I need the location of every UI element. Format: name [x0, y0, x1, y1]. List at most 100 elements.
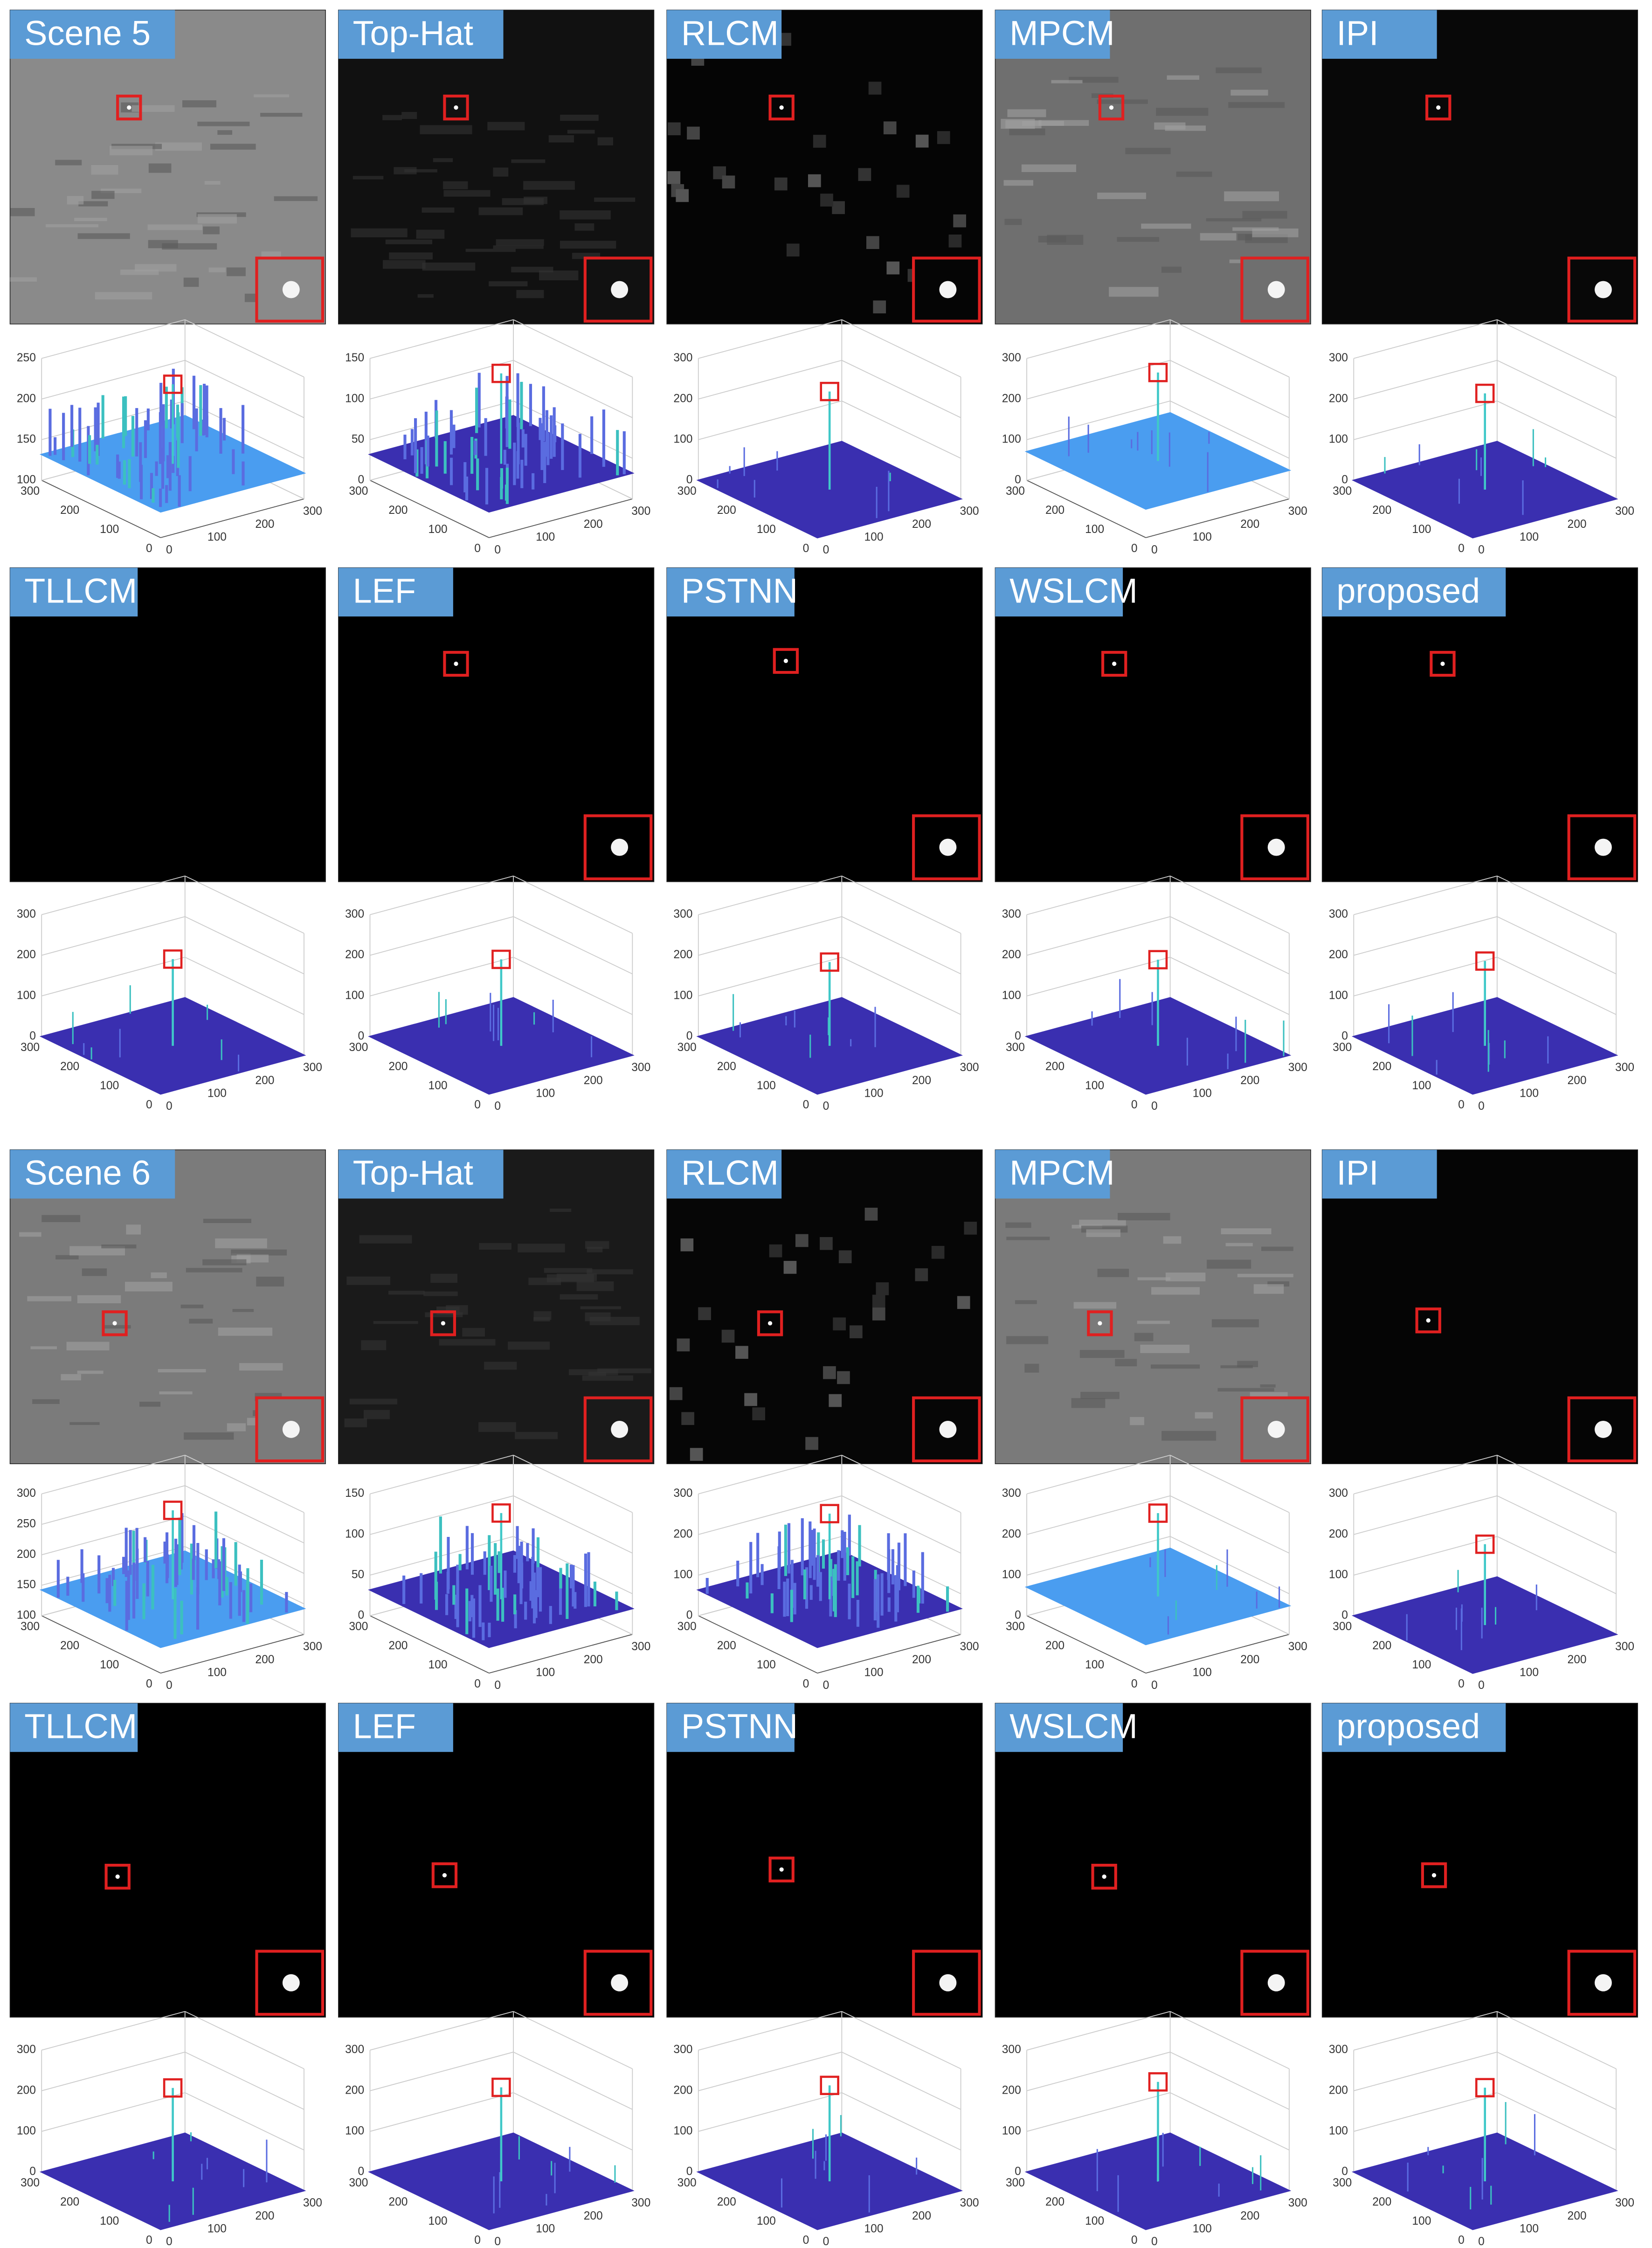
- texture: [511, 159, 546, 163]
- x-tick-label: 200: [1568, 2210, 1587, 2222]
- texture: [274, 196, 318, 201]
- texture: [124, 1281, 173, 1292]
- target-box: [757, 1310, 783, 1336]
- grid-line: [370, 400, 514, 440]
- texture: [539, 270, 579, 281]
- z-tick-label: 300: [673, 908, 692, 920]
- texture: [1003, 180, 1034, 186]
- label-box: [1322, 1149, 1437, 1199]
- z-tick-label: 100: [673, 2124, 692, 2137]
- z-tick-label: 100: [345, 392, 364, 405]
- y-tick-label: 300: [21, 2177, 40, 2189]
- x-tick-label: 100: [1520, 1087, 1539, 1100]
- texture: [1220, 1365, 1253, 1369]
- inset-target: [1594, 1420, 1612, 1438]
- texture: [698, 1307, 711, 1321]
- texture: [254, 94, 289, 97]
- texture: [1237, 1361, 1258, 1367]
- target-box: [104, 1864, 131, 1890]
- texture: [937, 131, 950, 144]
- texture: [1216, 67, 1262, 73]
- texture: [1260, 1384, 1276, 1388]
- z-tick-label: 300: [673, 352, 692, 364]
- z-tick-label: 200: [1329, 1528, 1348, 1540]
- grid-line: [1354, 1536, 1498, 1576]
- texture: [1225, 1243, 1253, 1246]
- grid-line: [1497, 360, 1617, 418]
- x-tick-label: 200: [255, 1653, 274, 1666]
- texture: [1004, 219, 1022, 225]
- texture: [1071, 1398, 1106, 1408]
- texture: [45, 224, 99, 228]
- y-tick-label: 100: [1085, 2215, 1104, 2227]
- texture: [1217, 1388, 1274, 1392]
- texture: [496, 239, 544, 246]
- grid-line: [698, 319, 842, 359]
- texture: [363, 1410, 390, 1419]
- peak-box: [1475, 1534, 1495, 1554]
- x-tick-label: 100: [864, 1087, 883, 1100]
- y-tick-label: 0: [146, 2234, 152, 2247]
- texture: [204, 181, 221, 185]
- target: [454, 661, 458, 666]
- texture: [574, 223, 594, 231]
- texture: [560, 114, 599, 121]
- texture: [184, 1432, 234, 1440]
- texture: [668, 122, 681, 136]
- z-tick-label: 0: [686, 2165, 693, 2178]
- grid-line: [1026, 2011, 1170, 2051]
- target-box: [1098, 94, 1125, 121]
- y-tick-label: 200: [1045, 1639, 1064, 1652]
- axis-line: [160, 1634, 304, 1674]
- texture: [533, 1311, 552, 1320]
- x-tick-label: 0: [823, 1100, 829, 1113]
- texture: [417, 294, 434, 298]
- texture: [423, 1291, 458, 1296]
- x-tick-label: 100: [207, 1087, 227, 1100]
- x-tick-label: 0: [166, 2235, 173, 2248]
- target-box: [1415, 1307, 1441, 1334]
- grid-line: [185, 875, 304, 934]
- y-tick-label: 300: [349, 1041, 368, 1054]
- texture: [443, 190, 491, 197]
- target: [115, 1874, 120, 1879]
- y-tick-label: 0: [1458, 1678, 1465, 1690]
- texture: [41, 1215, 81, 1222]
- grid-line: [841, 875, 961, 934]
- grid-line: [1497, 1495, 1617, 1554]
- inset-target: [1267, 1974, 1285, 1992]
- axis-line: [370, 1615, 490, 1674]
- z-tick-label: 200: [1329, 948, 1348, 961]
- target-box: [773, 648, 799, 674]
- grid-line: [41, 956, 185, 996]
- label-box: [1322, 567, 1506, 617]
- y-tick-label: 200: [717, 2196, 736, 2208]
- z-tick-label: 100: [1002, 433, 1021, 445]
- y-tick-label: 100: [1085, 1079, 1104, 1092]
- label-box: [10, 1703, 138, 1752]
- target-box: [431, 1862, 458, 1888]
- x-tick-label: 300: [1615, 2197, 1634, 2209]
- texture: [886, 261, 900, 275]
- grid-line: [1497, 2092, 1617, 2151]
- panel-label: RLCM: [681, 14, 779, 52]
- y-tick-label: 300: [21, 485, 40, 498]
- panel-label: PSTNN: [681, 571, 798, 610]
- texture: [677, 1338, 690, 1352]
- texture: [883, 121, 897, 135]
- z-tick-label: 150: [17, 433, 36, 445]
- y-tick-label: 100: [1412, 1659, 1431, 1671]
- grid-line: [698, 2011, 842, 2051]
- texture: [383, 260, 426, 269]
- texture: [430, 1273, 457, 1283]
- z-tick-label: 150: [345, 1487, 364, 1500]
- z-tick-label: 200: [1002, 2084, 1021, 2096]
- x-tick-label: 200: [584, 518, 603, 531]
- x-tick-label: 200: [584, 1653, 603, 1666]
- x-tick-label: 100: [1193, 531, 1212, 543]
- inset-box: [912, 1396, 981, 1463]
- grid-line: [1170, 1536, 1290, 1594]
- texture: [231, 1249, 287, 1256]
- x-tick-label: 0: [823, 544, 829, 556]
- texture: [667, 171, 681, 184]
